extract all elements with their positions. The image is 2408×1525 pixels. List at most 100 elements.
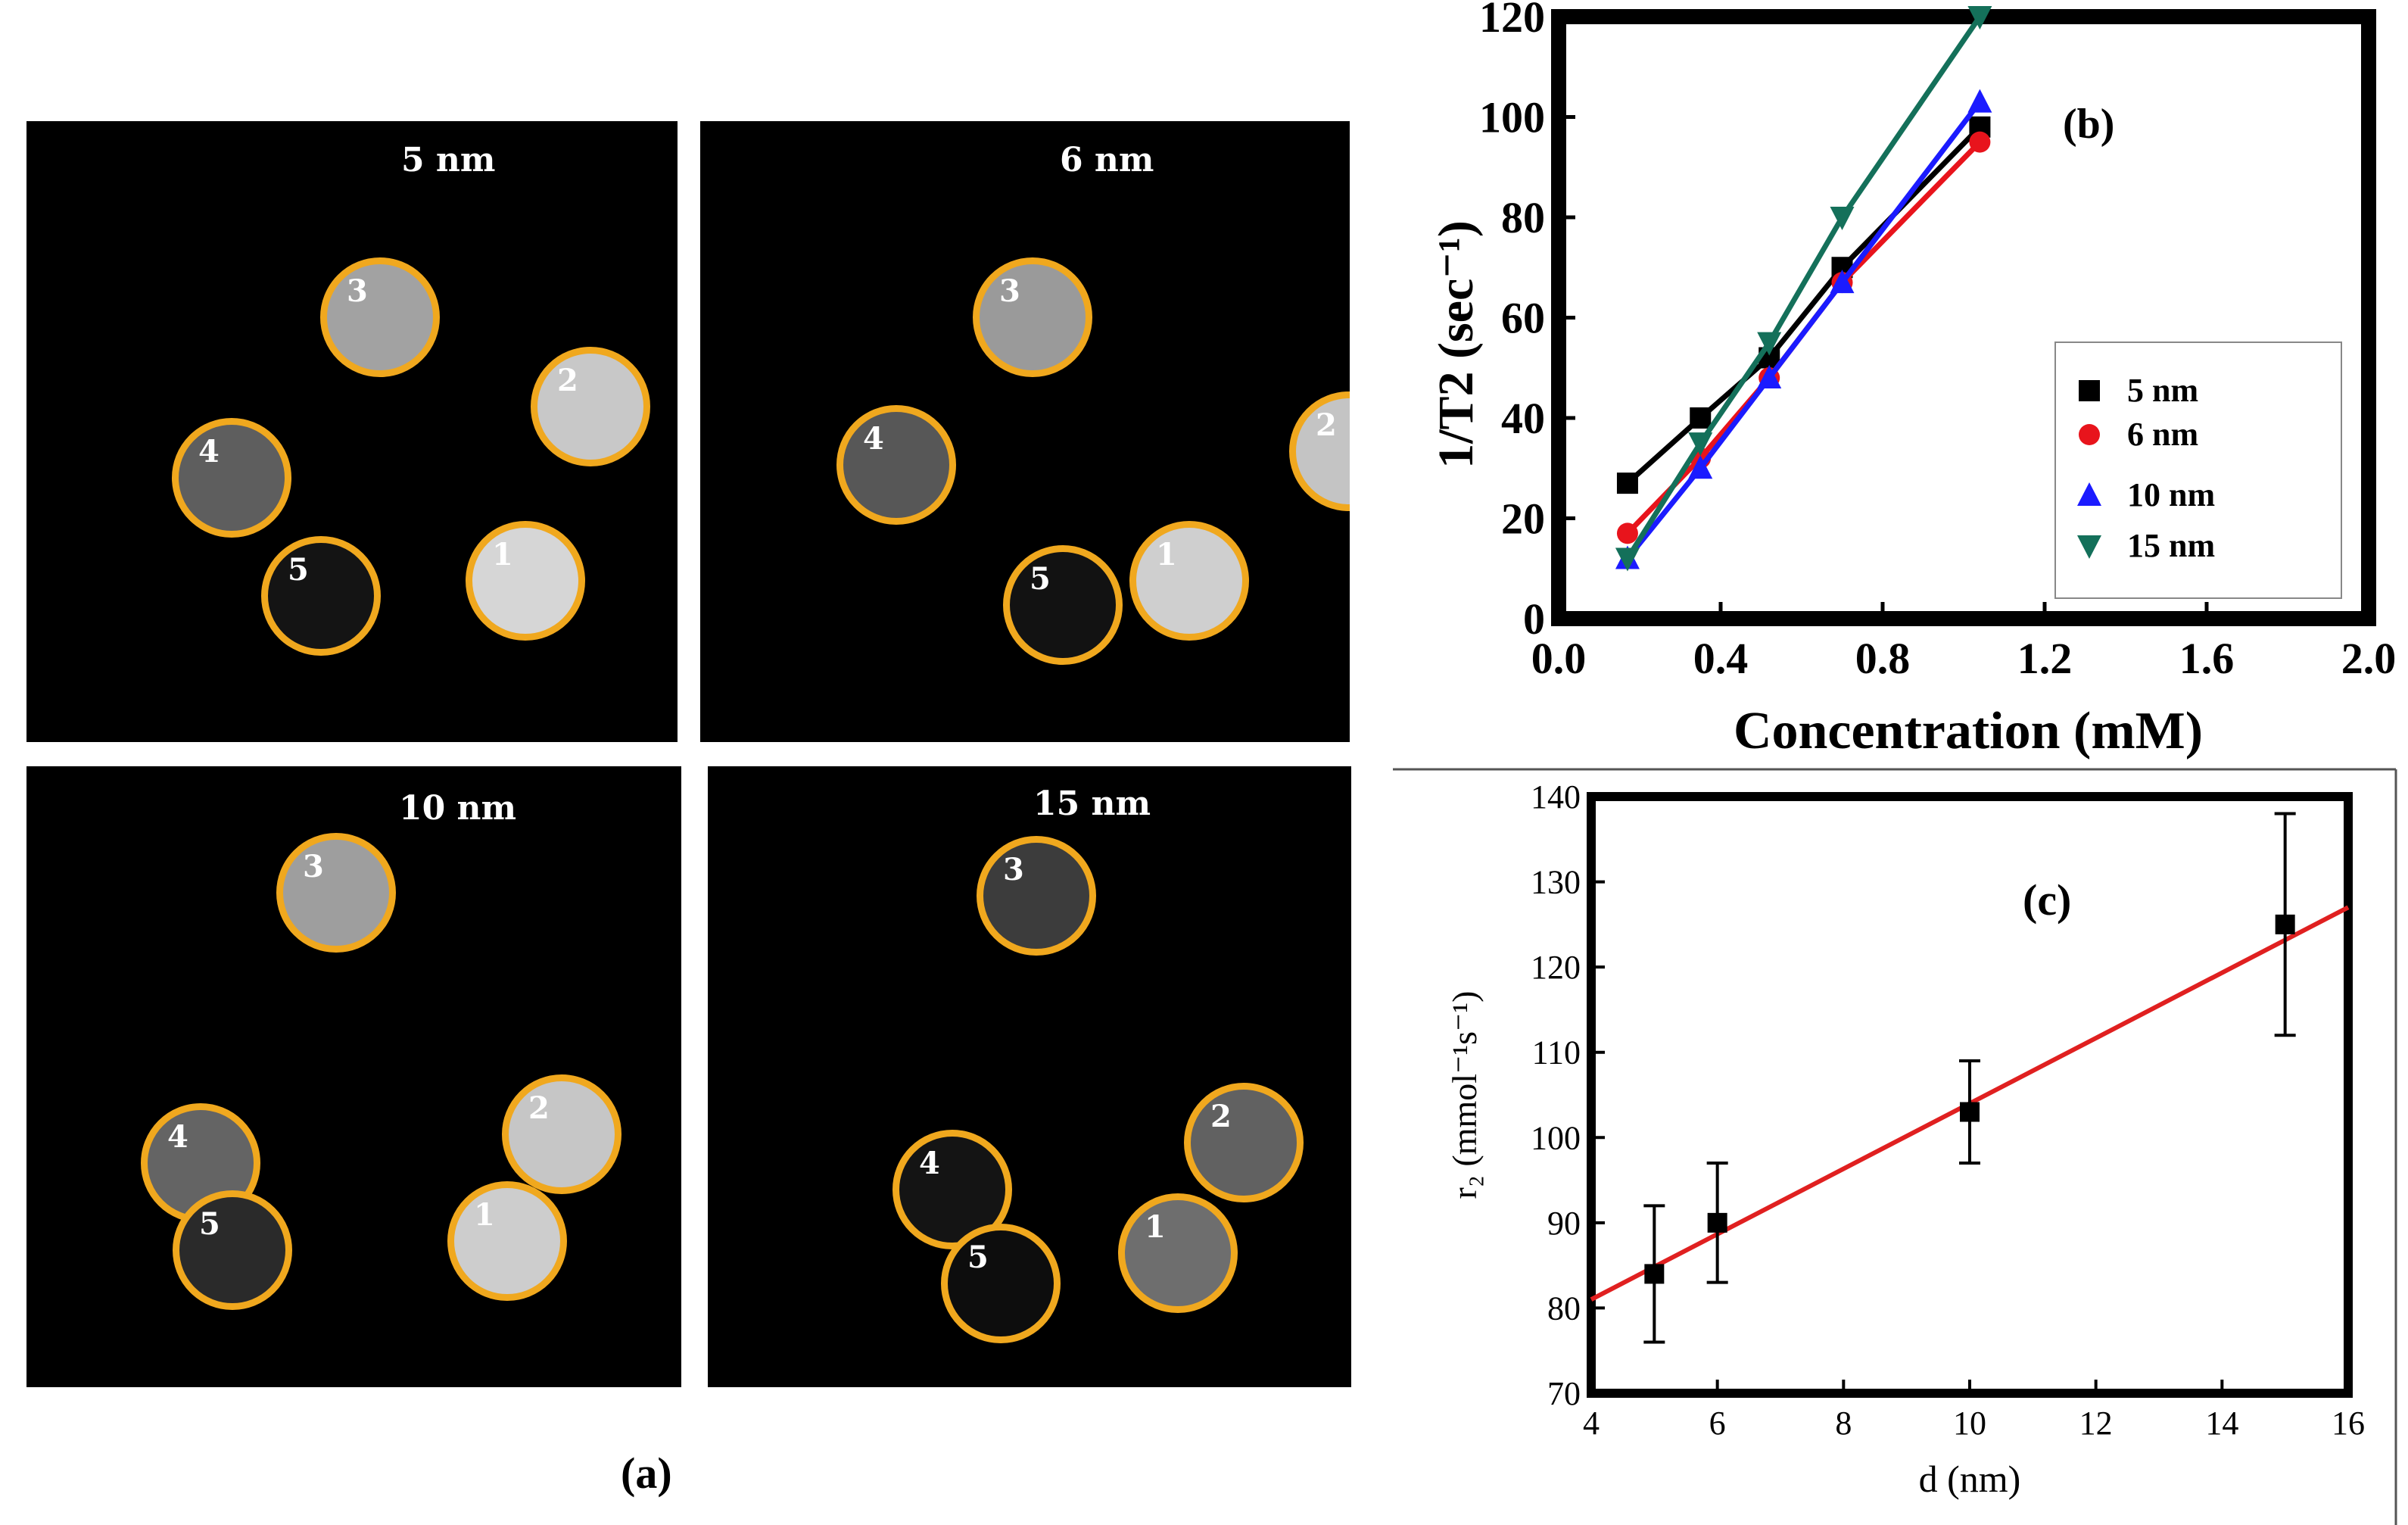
phantom-tube-1: 1: [1129, 521, 1249, 641]
phantom-tube-2: 2: [531, 347, 650, 466]
phantom-tube-5: 5: [173, 1190, 292, 1310]
phantom-tube-4: 4: [836, 405, 956, 525]
y-tick-label-c: 110: [1532, 1034, 1581, 1071]
tube-number: 1: [1145, 1209, 1166, 1245]
y-tick-label-c: 90: [1547, 1205, 1581, 1242]
panel-title: 15 nm: [1033, 784, 1151, 823]
chart-concentration: 0.0 0.4 0.8 1.2 1.6 2.0 0 20 40 60 80 100 120 5 nm 6 …: [1428, 0, 2396, 760]
tube-number: 3: [347, 273, 368, 309]
tube-number: 5: [199, 1206, 220, 1242]
tube-number: 5: [288, 552, 309, 588]
tube-number: 3: [303, 849, 324, 884]
phantom-tube-1: 1: [447, 1181, 567, 1301]
data-point-15nm: [1688, 432, 1713, 457]
x-tick-label-c: 10: [1953, 1405, 1986, 1442]
series-line-10nm: [1625, 100, 1983, 560]
x-tick-label-c: 16: [2332, 1405, 2365, 1442]
legend-marker-10nm: [2077, 482, 2101, 506]
tube-number: 4: [198, 434, 220, 469]
data-point-10nm: [1757, 365, 1782, 388]
legend-marker-6nm: [2079, 424, 2100, 445]
caption-b: (b): [2063, 101, 2114, 148]
panel-title: 10 nm: [399, 789, 517, 828]
y-axis-label-b: 1/T2 (sec⁻¹): [1428, 220, 1484, 469]
x-tick-label-c: 12: [2079, 1405, 2113, 1442]
y-tick-label-b: 80: [1501, 193, 1545, 242]
panel-title: 5 nm: [401, 141, 496, 179]
phantom-tube-5: 5: [941, 1224, 1061, 1343]
phantom-tube-5: 5: [1003, 545, 1123, 665]
x-axis-label-b: Concentration (mM): [1734, 702, 2203, 760]
legend-label: 5 nm: [2127, 372, 2198, 409]
data-point-10nm: [1688, 455, 1713, 479]
y-tick-label-b: 20: [1501, 494, 1545, 544]
x-tick-label-b: 0.8: [1855, 634, 1911, 683]
tube-number: 5: [1030, 561, 1051, 597]
x-tick-label-b: 2.0: [2341, 634, 2397, 683]
y-tick-label-c: 70: [1547, 1375, 1581, 1412]
series-layer-b: [1615, 6, 1992, 572]
y-tick-label-b: 60: [1501, 294, 1545, 343]
series-line-5nm: [1625, 125, 1982, 485]
y-tick-label-c: 100: [1531, 1119, 1581, 1156]
phantom-tube-3: 3: [320, 257, 440, 377]
data-point-5nm: [1616, 472, 1638, 494]
x-tick-label-c: 14: [2205, 1405, 2238, 1442]
data-point-15nm: [1615, 547, 1640, 572]
data-point-15nm: [1830, 207, 1855, 230]
legend-marker-5nm: [2079, 380, 2100, 401]
legend-label: 10 nm: [2127, 476, 2215, 513]
tick-layer-c: 4 6 8 10 12 14 16 70 80 90 100 110 120 130 140: [1531, 778, 2365, 1442]
tube-number: 3: [999, 273, 1020, 309]
data-point-6nm: [1969, 131, 1991, 153]
tube-number: 4: [167, 1119, 188, 1155]
data-point-15nm: [1757, 332, 1782, 356]
mri-panel-5nm: 5 nm 1 2 3 4 5: [26, 121, 678, 742]
y-tick-label-b: 100: [1479, 93, 1545, 142]
x-axis-label-c: d (nm): [1919, 1458, 2021, 1500]
tube-number: 3: [1003, 852, 1024, 887]
y-tick-label-c: 130: [1531, 864, 1581, 901]
data-point: [1707, 1212, 1727, 1233]
data-point: [1960, 1102, 1980, 1122]
data-point-15nm: [1967, 6, 1992, 30]
y-tick-label-b: 120: [1479, 0, 1545, 42]
legend-marker-15nm: [2077, 535, 2101, 559]
tube-number: 2: [557, 363, 578, 398]
x-tick-label-b: 1.6: [2179, 634, 2235, 683]
mri-panel-6nm: 6 nm 1 2 3 4 5: [700, 121, 1350, 742]
phantom-tube-1: 1: [466, 521, 585, 641]
data-point: [1644, 1264, 1665, 1284]
y-tick-label-c: 80: [1547, 1290, 1581, 1327]
phantom-tube-5: 5: [261, 536, 381, 656]
panel-title: 6 nm: [1060, 141, 1154, 179]
x-tick-label-b: 0.4: [1693, 634, 1749, 683]
tube-number: 1: [474, 1197, 495, 1233]
tube-number: 1: [1156, 537, 1177, 572]
points-layer-c: [1643, 812, 2296, 1344]
mri-panel-15nm: 15 nm 1 2 3 4 5: [708, 766, 1351, 1387]
x-tick-label-b: 0.0: [1531, 634, 1587, 683]
phantom-tube-1: 1: [1118, 1193, 1238, 1313]
data-point: [2275, 914, 2295, 934]
x-tick-label-c: 6: [1709, 1405, 1726, 1442]
phantom-tube-3: 3: [276, 833, 396, 953]
series-line-15nm: [1625, 15, 1983, 560]
mri-panel-10nm: 10 nm 1 2 3 4 5: [26, 766, 681, 1387]
x-tick-label-b: 1.2: [2017, 634, 2073, 683]
tube-number: 4: [863, 421, 884, 457]
caption-c: (c): [2023, 875, 2071, 925]
data-point-10nm: [1830, 270, 1855, 294]
data-point-10nm: [1967, 89, 1992, 113]
x-tick-label-c: 8: [1835, 1405, 1852, 1442]
data-point-6nm: [1616, 522, 1638, 544]
tick-layer-b: 0.0 0.4 0.8 1.2 1.6 2.0 0 20 40 60 80 100 120: [1479, 0, 2396, 683]
tube-number: 1: [492, 537, 513, 572]
chart-relaxivity: 4 6 8 10 12 14 16 70 80 90 100 110 120 130 140 (c) d (…: [1393, 768, 2397, 1525]
data-point-5nm: [1690, 407, 1712, 429]
phantom-tube-2: 2: [502, 1074, 621, 1194]
y-tick-label-b: 40: [1501, 394, 1545, 443]
phantom-tube-2: 2: [1184, 1083, 1304, 1202]
phantom-tube-2: 2: [1289, 391, 1350, 511]
tube-number: 2: [528, 1090, 550, 1126]
